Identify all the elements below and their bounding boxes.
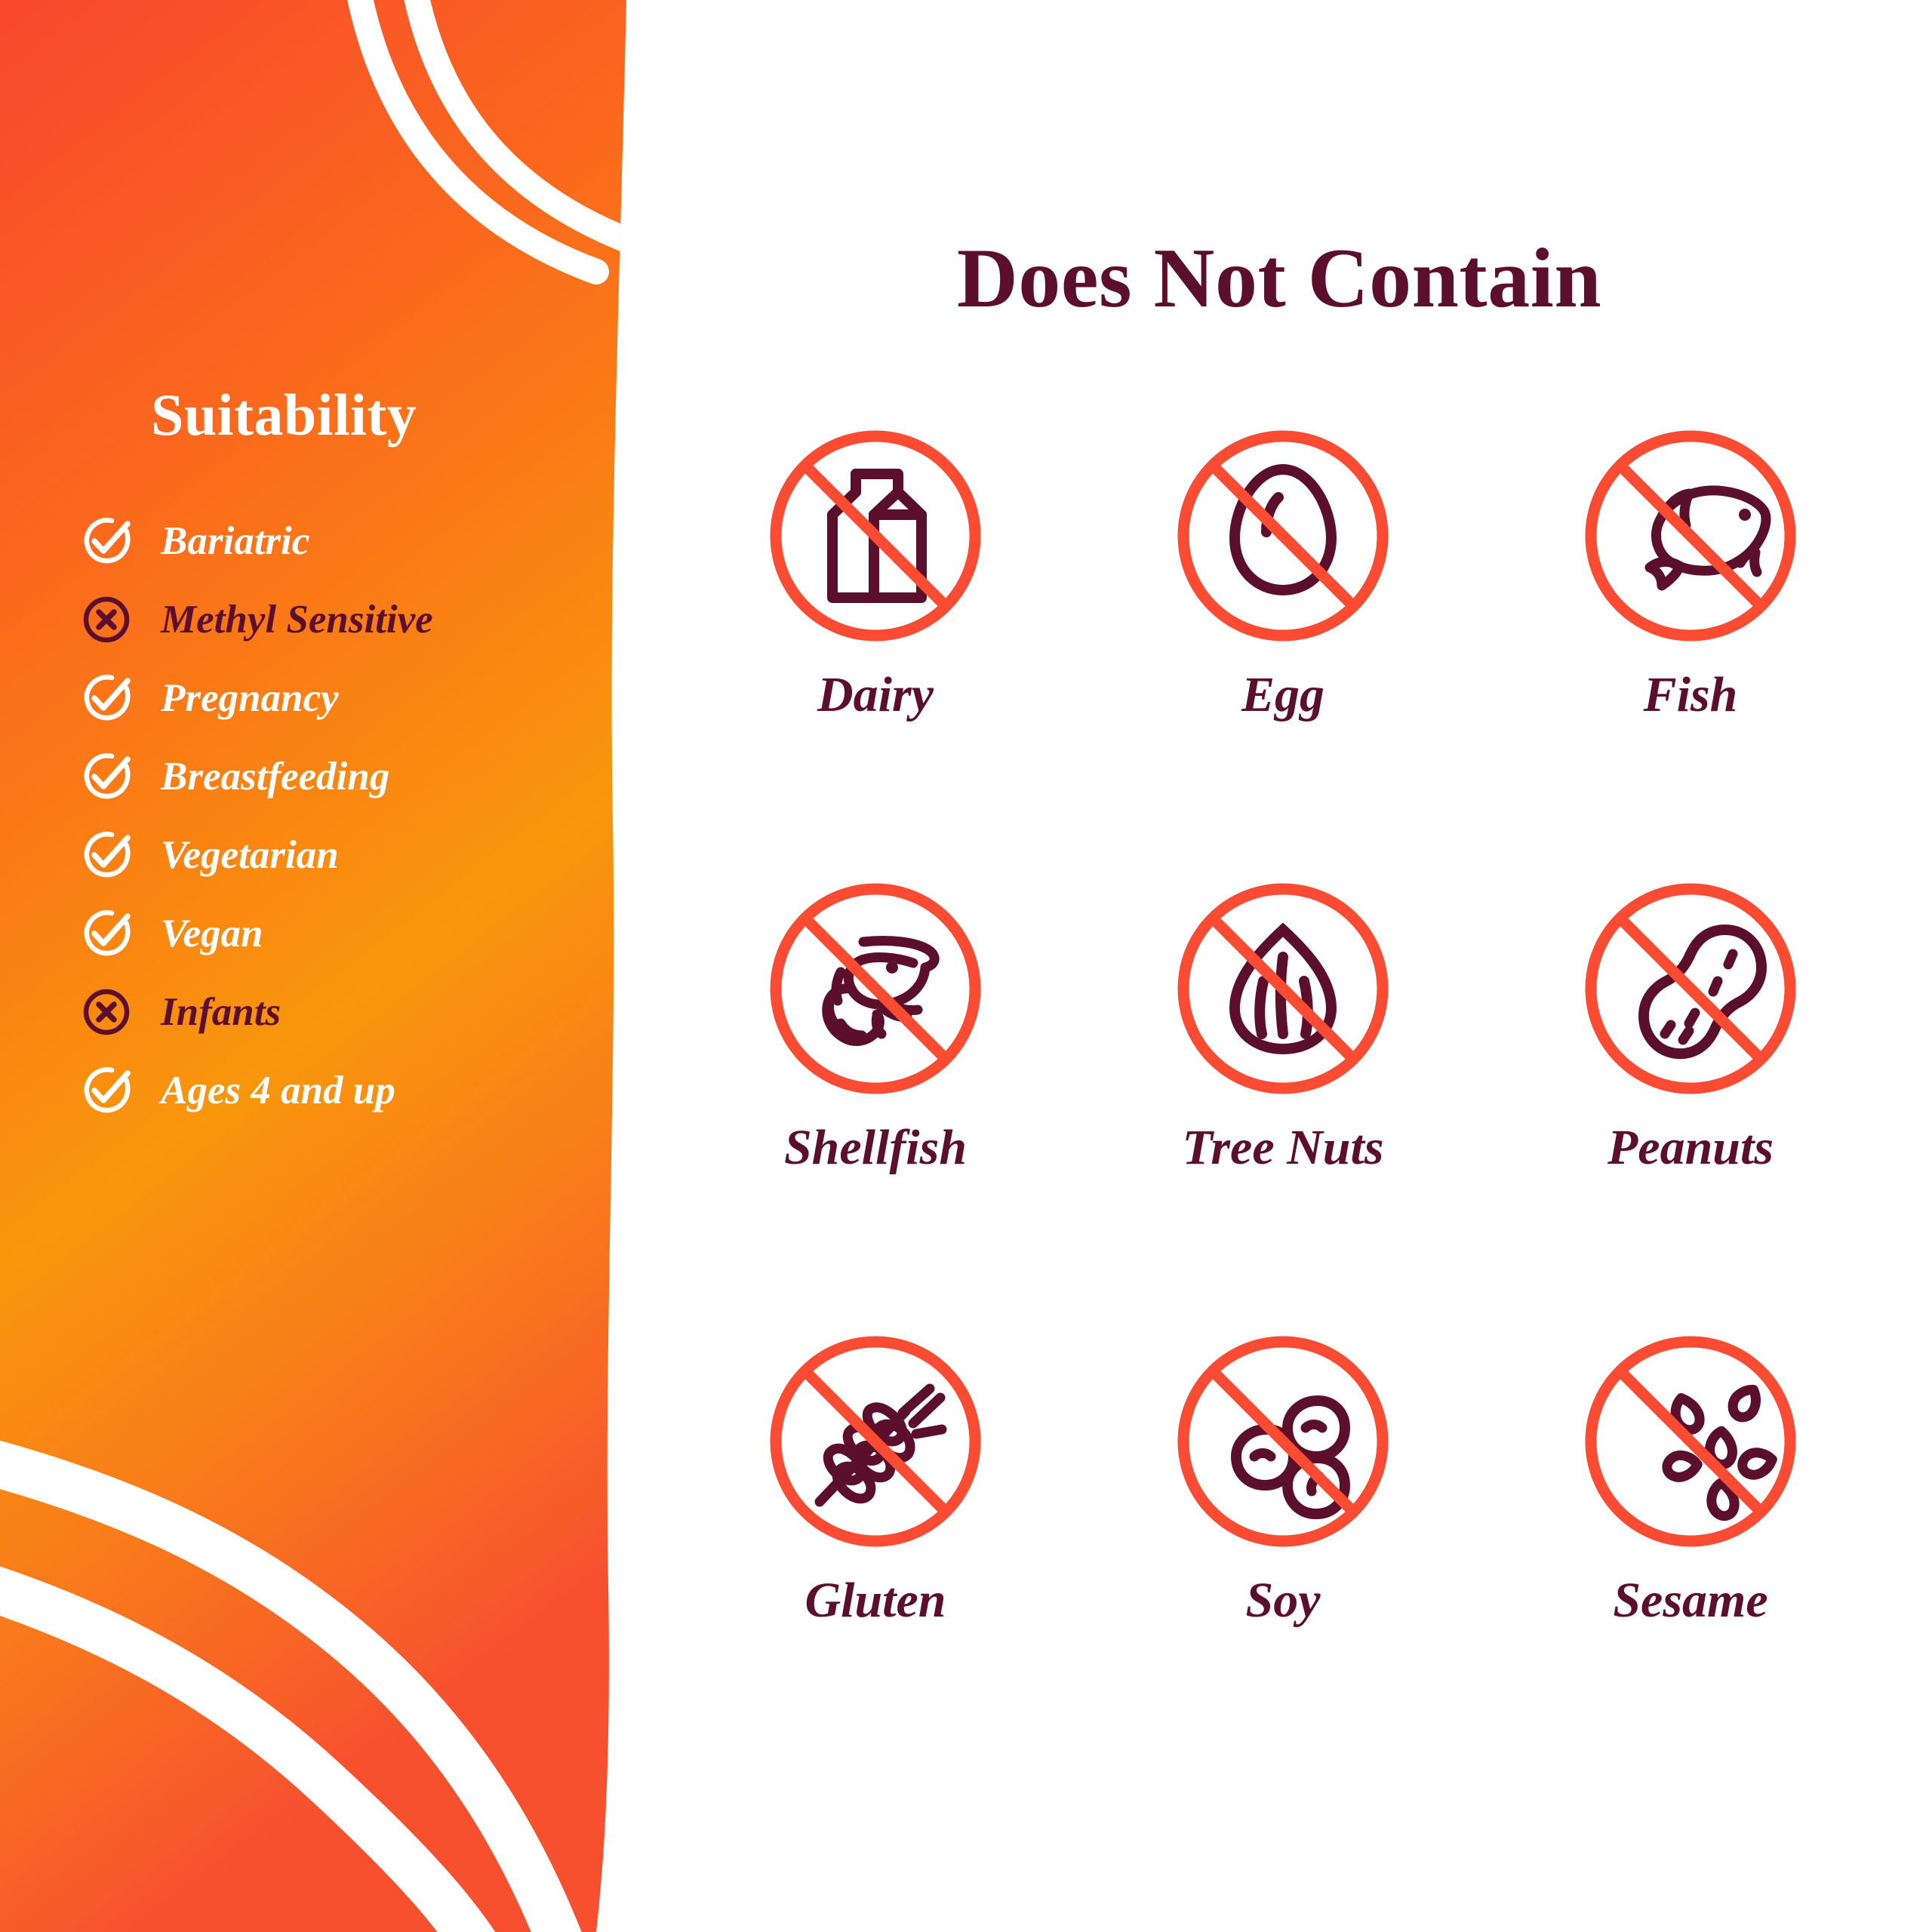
- check-icon: [79, 671, 134, 725]
- decor-wave-upper: [0, 1433, 597, 1932]
- almond-icon: [1170, 875, 1396, 1102]
- allergen-cell-gluten: Gluten: [672, 1328, 1079, 1781]
- cross-icon: [79, 985, 134, 1039]
- panel-title: Suitability: [151, 382, 417, 448]
- suitability-item-vegan: Vegan: [79, 894, 608, 973]
- allergen-label: Egg: [1241, 667, 1325, 722]
- allergen-label: Soy: [1245, 1573, 1321, 1628]
- allergen-cell-sesame: Sesame: [1487, 1328, 1894, 1781]
- suitability-item-label: Bariatric: [161, 518, 310, 563]
- suitability-item-infants: Infants: [79, 973, 608, 1051]
- allergen-label: Sesame: [1613, 1573, 1768, 1628]
- allergen-cell-tree-nuts: Tree Nuts: [1079, 875, 1487, 1328]
- peanut-icon: [1577, 875, 1804, 1102]
- check-icon: [79, 1063, 134, 1118]
- suitability-item-label: Infants: [161, 989, 281, 1034]
- suitability-item-pregnancy: Pregnancy: [79, 659, 608, 737]
- milk-carton-icon: [762, 423, 989, 649]
- check-icon: [79, 514, 134, 568]
- suitability-list: Bariatric Methyl Sensitive: [79, 502, 608, 1130]
- allergen-label: Shellfish: [783, 1120, 968, 1175]
- suitability-item-label: Pregnancy: [161, 675, 339, 720]
- suitability-item-methyl-sensitive: Methyl Sensitive: [79, 580, 608, 659]
- suitability-item-label: Vegetarian: [161, 832, 339, 877]
- allergen-grid: Dairy Egg: [672, 423, 1894, 1781]
- allergen-cell-dairy: Dairy: [672, 423, 1079, 875]
- allergen-cell-peanuts: Peanuts: [1487, 875, 1894, 1328]
- suitability-item-vegetarian: Vegetarian: [79, 816, 608, 894]
- suitability-item-bariatric: Bariatric: [79, 502, 608, 580]
- check-icon: [79, 828, 134, 882]
- suitability-item-breastfeeding: Breastfeeding: [79, 737, 608, 816]
- decor-arc-inner: [398, 0, 626, 253]
- allergen-cell-egg: Egg: [1079, 423, 1487, 875]
- allergen-cell-shellfish: Shellfish: [672, 875, 1079, 1328]
- sesame-seeds-icon: [1577, 1328, 1804, 1555]
- allergen-label: Dairy: [817, 667, 934, 722]
- allergen-label: Tree Nuts: [1182, 1120, 1384, 1175]
- decor-arc-outer: [342, 0, 609, 285]
- shrimp-icon: [762, 875, 989, 1102]
- egg-icon: [1170, 423, 1396, 649]
- suitability-item-label: Vegan: [161, 911, 263, 955]
- allergen-label: Gluten: [804, 1573, 946, 1628]
- cross-icon: [79, 592, 134, 647]
- panel-background-decoration: [0, 0, 626, 1932]
- suitability-item-label: Ages 4 and up: [161, 1068, 395, 1112]
- fish-icon: [1577, 423, 1804, 649]
- check-icon: [79, 906, 134, 961]
- soybean-icon: [1170, 1328, 1396, 1555]
- suitability-item-ages-4-and-up: Ages 4 and up: [79, 1051, 608, 1130]
- decor-wave-lower: [0, 1558, 531, 1932]
- suitability-item-label: Methyl Sensitive: [161, 597, 433, 641]
- suitability-panel: Suitability Bariatric: [0, 0, 626, 1932]
- check-icon: [79, 749, 134, 804]
- wheat-icon: [762, 1328, 989, 1555]
- does-not-contain-section: Does Not Contain Da: [626, 0, 1932, 1932]
- allergen-cell-soy: Soy: [1079, 1328, 1487, 1781]
- allergen-cell-fish: Fish: [1487, 423, 1894, 875]
- allergen-label: Fish: [1643, 667, 1738, 722]
- page-title: Does Not Contain: [956, 232, 1602, 325]
- allergen-label: Peanuts: [1607, 1120, 1774, 1175]
- suitability-item-label: Breastfeeding: [161, 754, 390, 798]
